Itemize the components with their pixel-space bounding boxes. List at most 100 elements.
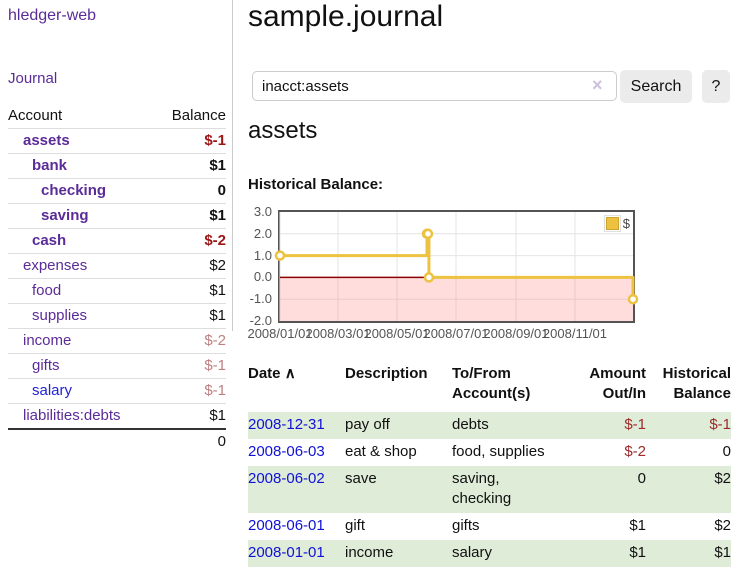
search-help-button[interactable]: ? <box>702 70 730 103</box>
register-row: 2008-06-02 save saving, checking 0 $2 <box>248 466 731 513</box>
legend-swatch-icon <box>603 215 621 232</box>
account-link-assets[interactable]: assets <box>23 132 70 149</box>
register-row: 2008-06-01 gift gifts $1 $2 <box>248 513 731 540</box>
transaction-balance: 0 <box>722 443 731 460</box>
account-link-salary[interactable]: salary <box>32 382 73 399</box>
clear-search-icon[interactable]: × <box>592 75 603 95</box>
transaction-date-cell: 2008-06-03 <box>248 439 345 466</box>
y-axis-tick-label: 0.0 <box>253 269 272 285</box>
app-brand-link[interactable]: hledger-web <box>8 7 97 24</box>
y-axis-tick-label: -2.0 <box>249 313 272 328</box>
transaction-date-link[interactable]: 2008-06-03 <box>248 443 325 460</box>
register-header-date-label: Date <box>248 365 281 382</box>
account-row: saving $1 <box>8 203 226 228</box>
register-table: Date ∧ Description To/From Account(s) Am… <box>248 362 731 567</box>
account-link-cash[interactable]: cash <box>32 232 67 249</box>
transaction-date-link[interactable]: 2008-12-31 <box>248 416 325 433</box>
accounts-header-account: Account <box>8 107 63 124</box>
account-link-saving[interactable]: saving <box>41 207 89 224</box>
account-link-bank[interactable]: bank <box>32 157 68 174</box>
account-balance: $1 <box>209 407 226 424</box>
account-balance: $-1 <box>204 357 226 374</box>
chart-legend: $ <box>603 215 630 232</box>
account-link-income[interactable]: income <box>23 332 72 349</box>
sort-ascending-icon: ∧ <box>284 365 296 382</box>
transaction-amount: $1 <box>629 544 646 561</box>
account-balance: 0 <box>217 182 226 199</box>
transaction-amount: $-2 <box>624 443 646 460</box>
accounts-total-row: 0 <box>8 428 226 454</box>
chart-canvas <box>274 212 639 321</box>
transaction-balance: $2 <box>714 517 731 534</box>
account-balance: $-1 <box>204 382 226 399</box>
register-header-balance: Historical Balance <box>646 362 731 412</box>
register-row: 2008-01-01 income salary $1 $1 <box>248 540 731 567</box>
transaction-description: income <box>345 544 394 561</box>
account-link-gifts[interactable]: gifts <box>32 357 60 374</box>
account-row: expenses $2 <box>8 253 226 278</box>
register-header-balance-line1: Historical <box>662 365 731 382</box>
transaction-amount: $-1 <box>624 416 646 433</box>
register-row: 2008-12-31 pay off debts $-1 $-1 <box>248 412 731 439</box>
account-row: checking 0 <box>8 178 226 203</box>
x-axis-tick-label: 2008/11/01 <box>542 326 608 341</box>
transaction-description: pay off <box>345 416 390 433</box>
account-link-food[interactable]: food <box>32 282 62 299</box>
register-header-amount: Amount Out/In <box>566 362 646 412</box>
transaction-balance: $-1 <box>709 416 731 433</box>
legend-label: $ <box>622 216 630 231</box>
page-title: sample.journal <box>248 0 444 33</box>
account-row: food $1 <box>8 278 226 303</box>
account-link-checking[interactable]: checking <box>41 182 107 199</box>
account-balance: $1 <box>209 207 226 224</box>
account-link-liabilities-debts[interactable]: liabilities:debts <box>23 407 121 424</box>
account-row: income $-2 <box>8 328 226 353</box>
accounts-table: Account Balance assets $-1 bank $1 checking 0… <box>8 104 226 454</box>
x-axis-tick-label: 2008/07/01 <box>423 326 489 341</box>
transaction-accounts: salary <box>452 544 493 561</box>
x-axis-tick-label: 2008/05/01 <box>364 326 430 341</box>
x-axis-tick-label: 2008/09/01 <box>483 326 549 341</box>
y-axis-tick-label: 3.0 <box>253 204 272 219</box>
account-balance: $-2 <box>204 332 226 349</box>
transaction-date-link[interactable]: 2008-01-01 <box>248 544 325 561</box>
account-balance: $-2 <box>204 232 226 249</box>
account-row: cash $-2 <box>8 228 226 253</box>
sidebar-item-journal[interactable]: Journal <box>8 70 58 87</box>
account-heading: assets <box>248 117 318 144</box>
account-link-supplies[interactable]: supplies <box>32 307 88 324</box>
y-axis-tick-label: -1.0 <box>249 291 272 307</box>
transaction-amount: $1 <box>629 517 646 534</box>
register-header-description: Description <box>345 365 428 382</box>
account-link-expenses[interactable]: expenses <box>23 257 88 274</box>
transaction-accounts: food, supplies <box>452 443 545 460</box>
transaction-description: save <box>345 470 377 487</box>
accounts-header-balance: Balance <box>171 107 226 124</box>
transaction-date-cell: 2008-01-01 <box>248 540 345 567</box>
transaction-amount: 0 <box>637 470 646 487</box>
account-row: gifts $-1 <box>8 353 226 378</box>
transaction-date-link[interactable]: 2008-06-02 <box>248 470 325 487</box>
search-button[interactable]: Search <box>620 70 692 103</box>
transaction-description: eat & shop <box>345 443 417 460</box>
account-row: assets $-1 <box>8 128 226 153</box>
sidebar-divider <box>232 0 233 331</box>
chart-title: Historical Balance: <box>248 176 384 193</box>
register-header-date[interactable]: Date ∧ <box>248 362 345 412</box>
account-balance: $1 <box>209 282 226 299</box>
account-balance: $2 <box>209 257 226 274</box>
register-header-accounts-line1: To/From <box>452 365 511 382</box>
account-row: liabilities:debts $1 <box>8 403 226 428</box>
y-axis-tick-label: 2.0 <box>253 225 272 241</box>
register-header-amount-line2: Out/In <box>602 385 646 402</box>
transaction-date-link[interactable]: 2008-06-01 <box>248 517 325 534</box>
transaction-accounts: debts <box>452 416 489 433</box>
x-axis-tick-label: 2008/01/01 <box>247 326 313 341</box>
search-input[interactable] <box>252 71 617 101</box>
y-axis-tick-label: 1.0 <box>253 247 272 263</box>
register-header-accounts-line2: Account(s) <box>452 385 531 402</box>
transaction-balance: $2 <box>714 470 731 487</box>
transaction-date-cell: 2008-06-02 <box>248 466 345 513</box>
register-header-balance-line2: Balance <box>673 385 731 402</box>
historical-balance-chart: $ 3.0 2.0 1.0 0.0 -1.0 -2.0 2008/01/01 2008/03/… <box>244 204 694 351</box>
